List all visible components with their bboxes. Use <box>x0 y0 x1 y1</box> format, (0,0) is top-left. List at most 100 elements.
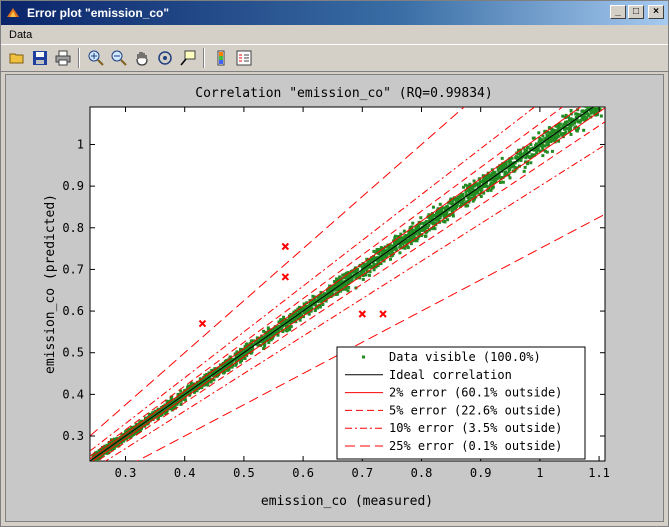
data-point <box>198 377 202 381</box>
data-point <box>183 398 187 402</box>
data-cursor-button[interactable] <box>176 47 199 69</box>
data-point <box>473 183 477 187</box>
data-point <box>557 124 561 128</box>
data-point <box>207 371 211 375</box>
data-point <box>250 346 254 350</box>
data-point <box>574 128 578 132</box>
legend-entry: 5% error (22.6% outside) <box>389 403 562 417</box>
data-point <box>576 108 580 112</box>
data-point <box>342 282 346 286</box>
data-point <box>526 145 530 149</box>
data-point <box>517 164 521 168</box>
data-point <box>451 202 455 206</box>
data-point <box>285 319 289 323</box>
data-point <box>390 250 394 254</box>
colorbar-button[interactable] <box>209 47 232 69</box>
data-point <box>339 289 343 293</box>
data-point <box>564 113 568 117</box>
data-point <box>186 384 190 388</box>
chart-title: Correlation "emission_co" (RQ=0.99834) <box>195 86 492 101</box>
data-point <box>312 300 316 304</box>
data-point <box>362 265 366 269</box>
data-point <box>238 357 242 361</box>
data-point <box>482 176 486 180</box>
data-point <box>205 378 209 382</box>
data-point <box>564 130 568 134</box>
data-point <box>321 303 325 307</box>
pan-button[interactable] <box>130 47 153 69</box>
data-point <box>444 211 448 215</box>
data-point <box>577 113 581 117</box>
rotate-button[interactable] <box>153 47 176 69</box>
data-point <box>333 280 337 284</box>
menu-bar: Data <box>1 25 668 44</box>
data-point <box>447 201 451 205</box>
data-point <box>410 225 414 229</box>
data-point <box>386 248 390 252</box>
data-point <box>527 155 531 159</box>
data-point <box>540 143 544 147</box>
save-button[interactable] <box>28 47 51 69</box>
data-point <box>427 215 431 219</box>
data-point <box>133 426 137 430</box>
data-point <box>582 128 586 132</box>
data-point <box>303 311 307 315</box>
data-point <box>219 367 223 371</box>
data-point <box>601 96 604 99</box>
data-point <box>516 157 520 161</box>
data-point <box>256 338 260 342</box>
data-point <box>482 181 486 185</box>
close-button[interactable]: × <box>648 5 664 19</box>
data-point <box>493 170 497 174</box>
legend-button[interactable] <box>232 47 255 69</box>
data-point <box>564 120 568 124</box>
data-point <box>545 138 549 142</box>
data-point <box>464 193 468 197</box>
outlier-point <box>198 319 207 328</box>
data-point <box>510 165 514 169</box>
menu-data[interactable]: Data <box>9 28 33 41</box>
data-point <box>378 248 382 252</box>
data-point <box>370 256 374 260</box>
minimize-button[interactable]: _ <box>610 5 626 19</box>
data-point <box>278 326 282 330</box>
data-point <box>479 194 483 198</box>
data-point <box>497 171 501 175</box>
print-icon <box>55 50 70 66</box>
data-point <box>347 285 351 289</box>
title-bar[interactable]: Error plot "emission_co" _ □ × <box>1 1 668 25</box>
data-point <box>557 134 561 138</box>
print-button[interactable] <box>51 47 74 69</box>
data-point <box>433 227 437 231</box>
open-button[interactable] <box>5 47 28 69</box>
data-point <box>361 274 365 278</box>
data-point <box>580 109 584 113</box>
data-point <box>236 352 240 356</box>
zoom-out-button[interactable] <box>107 47 130 69</box>
data-point <box>599 97 602 100</box>
data-point <box>423 224 427 228</box>
data-point <box>350 279 354 283</box>
data-point <box>212 378 216 382</box>
data-point <box>414 227 418 231</box>
data-point <box>464 204 468 208</box>
error-line-3-1 <box>90 107 536 452</box>
data-point <box>437 210 441 214</box>
data-point <box>589 108 593 112</box>
data-point <box>596 102 599 105</box>
data-point <box>501 180 505 184</box>
data-point <box>324 297 328 301</box>
data-point <box>407 230 411 234</box>
data-point <box>328 284 332 288</box>
data-point <box>417 229 421 233</box>
data-point <box>432 213 436 217</box>
data-point <box>470 184 474 188</box>
data-point <box>485 176 489 180</box>
data-point <box>569 132 573 136</box>
maximize-button[interactable]: □ <box>628 5 644 19</box>
data-point <box>597 100 600 103</box>
data-point <box>179 402 183 406</box>
data-point <box>293 317 297 321</box>
zoom-in-button[interactable] <box>84 47 107 69</box>
data-point <box>384 249 388 253</box>
